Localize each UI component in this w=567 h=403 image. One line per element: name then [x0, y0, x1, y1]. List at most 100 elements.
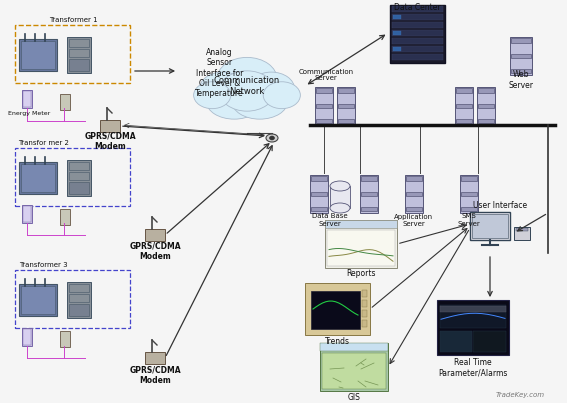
Bar: [69, 182, 89, 194]
Text: Reports: Reports: [346, 270, 376, 278]
Bar: [392, 14, 443, 20]
Bar: [440, 305, 506, 328]
Bar: [460, 175, 478, 213]
Bar: [69, 39, 89, 47]
Bar: [511, 38, 531, 43]
Ellipse shape: [248, 72, 295, 106]
Ellipse shape: [194, 82, 231, 109]
Bar: [15, 148, 130, 206]
Bar: [22, 205, 32, 223]
Ellipse shape: [206, 84, 262, 119]
Bar: [320, 343, 388, 351]
Bar: [19, 162, 57, 194]
Bar: [145, 229, 165, 241]
Ellipse shape: [266, 134, 278, 142]
Bar: [478, 88, 494, 93]
Bar: [60, 331, 70, 347]
Text: Trends: Trends: [324, 337, 349, 345]
Bar: [393, 47, 401, 51]
Bar: [338, 119, 354, 123]
Bar: [392, 54, 443, 60]
Bar: [456, 119, 472, 123]
Bar: [19, 39, 57, 71]
Ellipse shape: [219, 71, 275, 111]
Text: GPRS/CDMA
Modem: GPRS/CDMA Modem: [84, 131, 136, 151]
Bar: [327, 230, 395, 266]
Text: Data Center: Data Center: [393, 4, 441, 12]
Bar: [392, 22, 443, 28]
Bar: [361, 192, 377, 196]
Bar: [311, 176, 327, 181]
Bar: [100, 120, 120, 132]
Bar: [21, 41, 55, 69]
Bar: [67, 37, 91, 73]
Bar: [322, 353, 386, 389]
Bar: [320, 343, 388, 391]
Text: Analog
Sensor
Interface for
Oil Level &
Temperature: Analog Sensor Interface for Oil Level & …: [195, 48, 244, 98]
Bar: [67, 160, 91, 196]
Bar: [21, 164, 55, 192]
Bar: [69, 304, 89, 316]
Bar: [456, 104, 472, 108]
Bar: [392, 38, 443, 44]
Bar: [473, 331, 506, 352]
Bar: [362, 320, 367, 327]
Bar: [437, 300, 509, 355]
Bar: [310, 175, 328, 213]
Bar: [477, 87, 495, 125]
Bar: [67, 282, 91, 318]
Bar: [455, 87, 473, 125]
Text: Communication
Server: Communication Server: [298, 69, 354, 81]
Bar: [311, 291, 360, 329]
Bar: [316, 104, 332, 108]
Bar: [440, 331, 472, 352]
Bar: [23, 206, 31, 222]
Bar: [478, 104, 494, 108]
Text: Data Base
Server: Data Base Server: [312, 214, 348, 226]
Bar: [69, 172, 89, 180]
Bar: [440, 306, 506, 312]
Bar: [510, 37, 532, 75]
Bar: [360, 175, 378, 213]
Text: User Interface: User Interface: [473, 202, 527, 210]
Bar: [362, 310, 367, 317]
Bar: [461, 176, 477, 181]
Bar: [338, 88, 354, 93]
Bar: [361, 207, 377, 211]
Bar: [456, 88, 472, 93]
Bar: [362, 300, 367, 307]
Bar: [325, 220, 397, 228]
Text: Transfor mer 2: Transfor mer 2: [18, 140, 69, 146]
Bar: [392, 46, 443, 52]
Ellipse shape: [200, 72, 246, 106]
Ellipse shape: [269, 136, 274, 140]
Bar: [511, 54, 531, 58]
Bar: [392, 30, 443, 36]
Bar: [393, 15, 401, 19]
Bar: [69, 294, 89, 302]
Bar: [316, 88, 332, 93]
Bar: [145, 352, 165, 364]
Bar: [393, 31, 401, 35]
Text: SMS
Server: SMS Server: [458, 214, 480, 226]
Bar: [311, 192, 327, 196]
Bar: [516, 228, 528, 231]
Bar: [461, 207, 477, 211]
Bar: [60, 209, 70, 225]
Bar: [330, 186, 350, 208]
Bar: [406, 207, 422, 211]
Text: GPRS/CDMA
Modem: GPRS/CDMA Modem: [129, 241, 181, 261]
Bar: [362, 290, 367, 297]
Bar: [19, 284, 57, 316]
Text: GIS: GIS: [348, 393, 361, 401]
Bar: [22, 328, 32, 346]
Bar: [406, 176, 422, 181]
Text: Energy Meter: Energy Meter: [8, 112, 50, 116]
Ellipse shape: [232, 84, 287, 119]
Text: Communication
Network: Communication Network: [214, 76, 280, 96]
Text: Transformer 1: Transformer 1: [49, 17, 98, 23]
Text: TradeKey.com: TradeKey.com: [496, 392, 544, 398]
Bar: [60, 94, 70, 110]
Ellipse shape: [330, 203, 350, 213]
Ellipse shape: [330, 181, 350, 191]
